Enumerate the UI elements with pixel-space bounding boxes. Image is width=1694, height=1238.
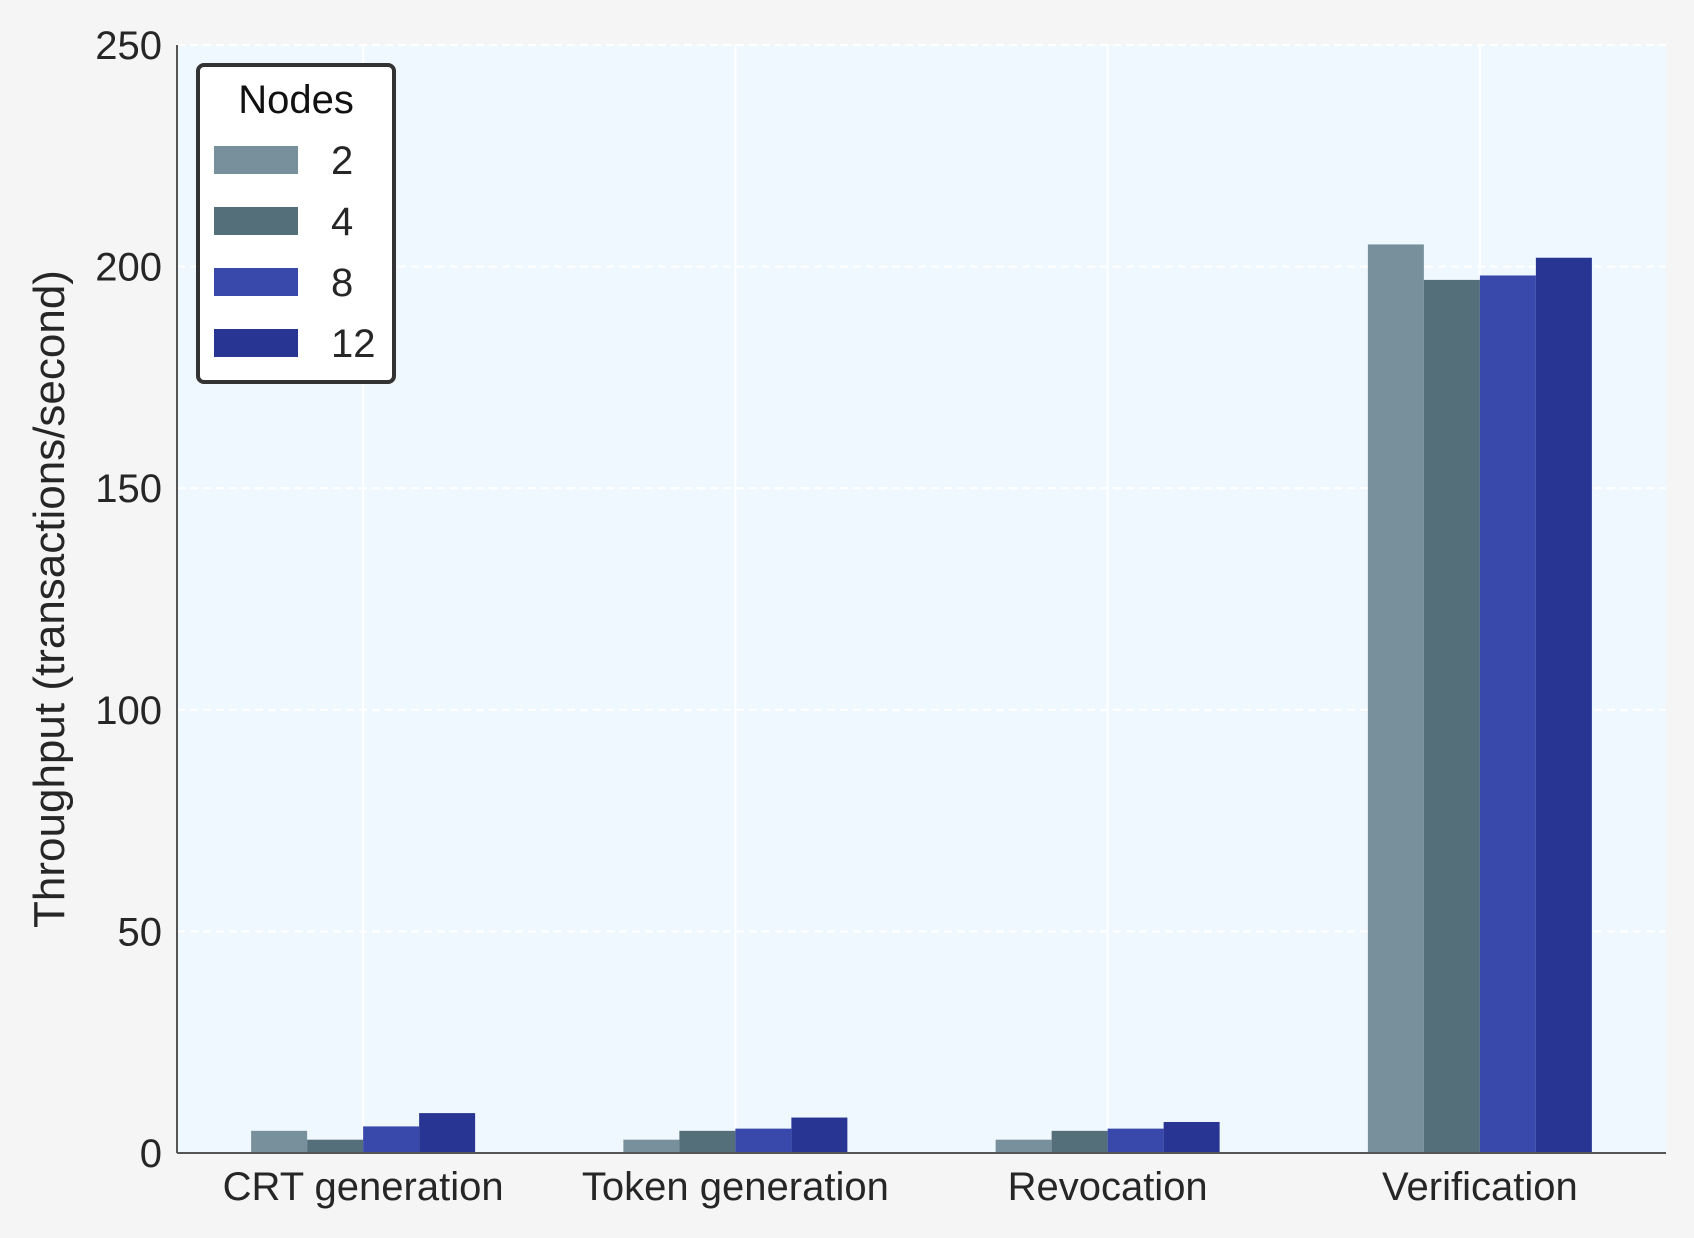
bar (363, 1126, 420, 1153)
y-axis-label: Throughput (transactions/second) (25, 270, 74, 928)
x-tick-label: CRT generation (223, 1165, 504, 1209)
legend-label: 8 (331, 261, 353, 305)
y-tick-label: 150 (95, 467, 162, 511)
x-tick-label: Token generation (582, 1165, 889, 1209)
x-tick-label: Verification (1382, 1165, 1578, 1209)
bar (1423, 279, 1480, 1153)
x-tick-labels: CRT generation Token generation Revocation… (223, 1165, 1578, 1209)
legend-swatch (214, 207, 298, 235)
legend-label: 12 (331, 322, 376, 366)
y-tick-label: 100 (95, 689, 162, 733)
legend-items: 2 4 8 12 (214, 139, 376, 366)
y-tick-label: 250 (95, 24, 162, 68)
bar (307, 1139, 364, 1153)
y-tick-label: 0 (140, 1132, 162, 1176)
bar (623, 1139, 680, 1153)
legend-title: Nodes (238, 78, 354, 122)
legend-label: 4 (331, 200, 353, 244)
legend-label: 2 (331, 139, 353, 183)
bars (251, 244, 1592, 1154)
axes (176, 45, 1666, 1154)
bar (1479, 275, 1536, 1153)
legend-swatch (214, 268, 298, 296)
bar (1367, 244, 1424, 1153)
bar (995, 1139, 1052, 1153)
y-tick-labels: 0 50 100 150 200 250 (95, 24, 162, 1176)
bar (791, 1117, 848, 1153)
y-tick-label: 50 (118, 910, 163, 954)
bar (1535, 257, 1592, 1154)
legend-swatch (214, 146, 298, 174)
legend-swatch (214, 329, 298, 357)
x-tick-label: Revocation (1008, 1165, 1208, 1209)
bar (419, 1113, 476, 1153)
legend: Nodes 2 4 8 12 (196, 63, 396, 384)
bar (1051, 1130, 1108, 1153)
y-tick-label: 200 (95, 246, 162, 290)
bar (251, 1130, 308, 1153)
bar (1107, 1128, 1164, 1153)
bar (1163, 1121, 1220, 1153)
bar (679, 1130, 736, 1153)
bar (735, 1128, 792, 1153)
